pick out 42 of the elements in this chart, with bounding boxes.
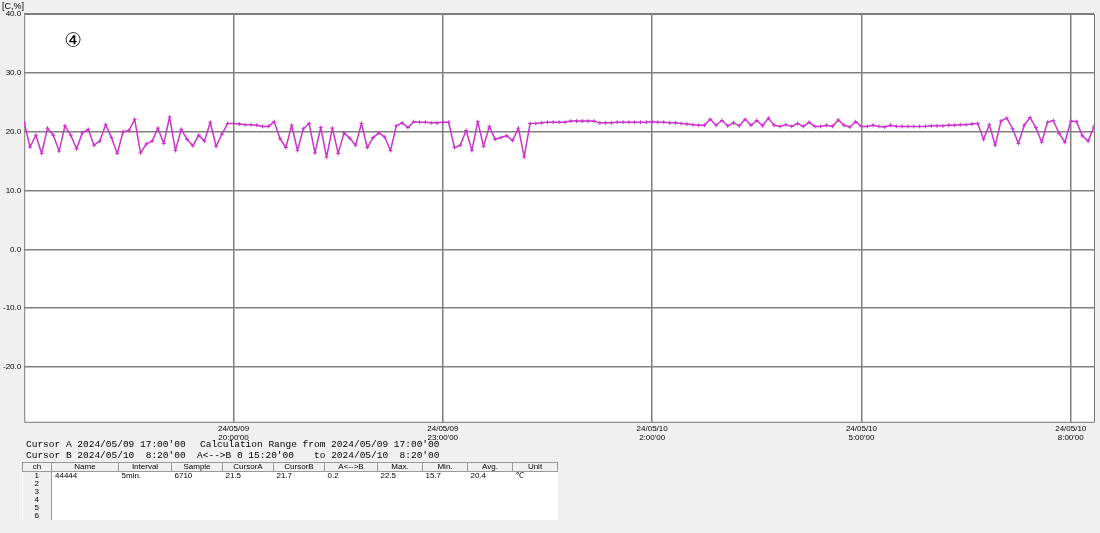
y-tick-label: -10.0: [3, 303, 22, 313]
text: 5min.: [120, 471, 143, 480]
text: Min.: [422, 462, 468, 472]
text: CursorB: [273, 462, 325, 472]
text: 4: [22, 495, 52, 504]
text: Sample: [171, 462, 223, 472]
text: 21.5: [224, 471, 243, 480]
y-tick-label: 40.0: [5, 9, 22, 19]
text: ℃: [514, 471, 525, 480]
text: CursorA: [222, 462, 274, 472]
text: Unit: [512, 462, 558, 472]
text: Cursor A 2024/05/09 17:00'00: [26, 439, 186, 450]
y-tick-label: 20.0: [5, 126, 22, 136]
text: 44444: [54, 471, 79, 480]
x-tick-label: 24/05/10 5:00'00: [845, 423, 878, 443]
text: 1: [22, 471, 52, 480]
text: 5: [22, 503, 52, 512]
y-tick-label: 30.0: [5, 68, 22, 78]
text: 2: [22, 479, 52, 488]
text: 6710: [173, 471, 194, 480]
text: ch: [22, 462, 52, 472]
text: 0.2: [326, 471, 340, 480]
text: Name: [51, 462, 119, 472]
text: 3: [22, 487, 52, 496]
text: Avg.: [467, 462, 513, 472]
text: 20.4: [469, 471, 488, 480]
y-axis-title: [C,%]: [2, 0, 25, 11]
y-tick-label: 0.0: [10, 244, 22, 254]
text: 6: [22, 511, 52, 520]
text: 22.5: [379, 471, 398, 480]
text: 21.7: [275, 471, 294, 480]
y-tick-label: 10.0: [5, 185, 22, 195]
text: Interval: [118, 462, 172, 472]
x-tick-label: 24/05/10 2:00'00: [636, 423, 669, 443]
annotation: ④: [64, 28, 83, 53]
text: 15.7: [424, 471, 443, 480]
x-tick-label: 24/05/10 8:00'00: [1055, 423, 1087, 443]
text: to 2024/05/10 8:20'00: [314, 450, 440, 461]
y-tick-label: -20.0: [3, 362, 22, 372]
text: Max.: [377, 462, 423, 472]
text: Cursor B 2024/05/10 8:20'00 A<-->B 0 15:20'00: [26, 450, 294, 461]
text: A<-->B: [324, 462, 378, 472]
